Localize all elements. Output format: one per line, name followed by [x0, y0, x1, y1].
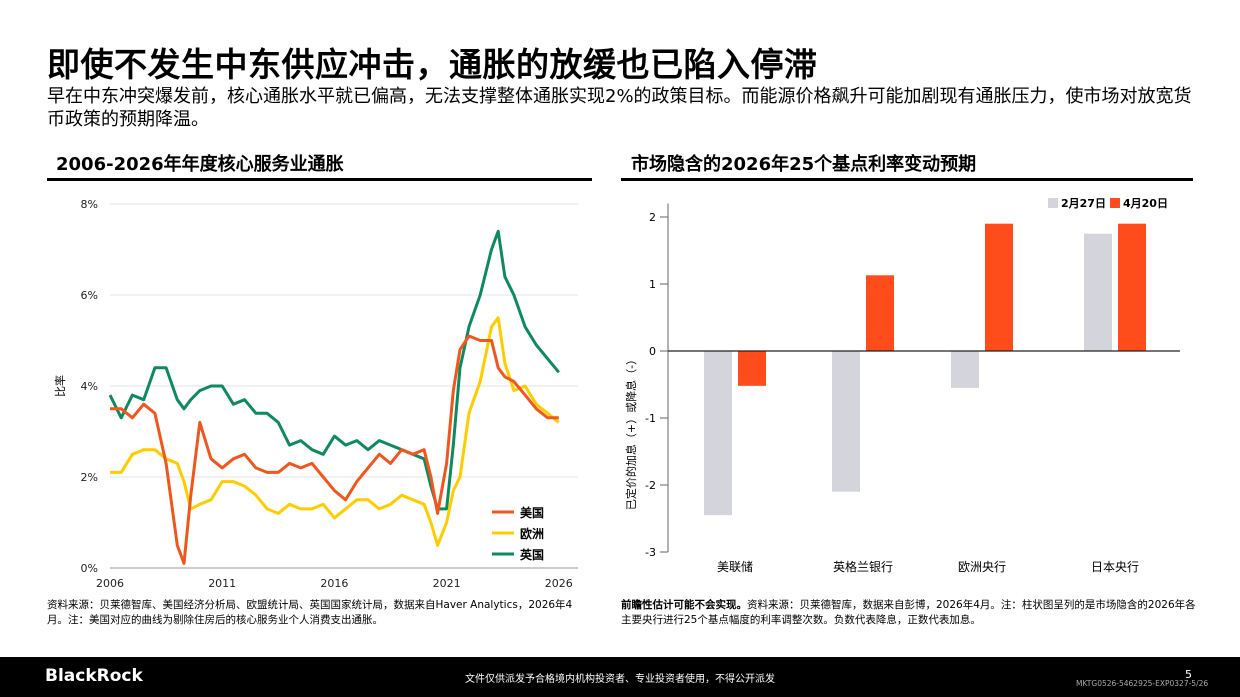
- x-tick-label: 2016: [320, 577, 348, 590]
- legend-label: 4月20日: [1123, 197, 1168, 210]
- bar: [951, 351, 979, 388]
- y-tick-label: 0%: [81, 562, 98, 575]
- left-title-rule: [47, 178, 592, 181]
- page-subtitle: 早在中东冲突爆发前，核心通胀水平就已偏高，无法支撑整体通胀实现2%的政策目标。而…: [47, 86, 1192, 130]
- legend-label: 欧洲: [520, 526, 544, 541]
- right-footnote: 前瞻性估计可能不会实现。资料来源：贝莱德智库，数据来自彭博，2026年4月。注：…: [621, 598, 1201, 628]
- bar-chart: -3 -2 -1 0 1 2 已定价的加息（+）或降息（-） 美联储 英格兰银行 欧洲央行 日本央行…: [624, 197, 1180, 574]
- y-tick-label: 6%: [81, 289, 98, 302]
- blackrock-logo: BlackRock: [45, 666, 143, 686]
- right-chart-title: 市场隐含的2026年25个基点利率变动预期: [631, 154, 977, 175]
- document-code: MKTG0526-5462925-EXP0327-5/26: [1076, 679, 1209, 688]
- y-tick-label: 8%: [81, 198, 98, 211]
- x-category-label: 欧洲央行: [958, 560, 1006, 574]
- left-chart-title: 2006-2026年年度核心服务业通胀: [56, 154, 344, 175]
- y-tick-label: -2: [645, 479, 656, 492]
- legend-swatch: [1110, 198, 1120, 208]
- y-tick-label: 1: [649, 278, 656, 291]
- footer-disclaimer: 文件仅供派发予合格境内机构投资者、专业投资者使用，不得公开派发: [465, 674, 775, 685]
- series-line: [108, 229, 560, 511]
- bar: [738, 351, 766, 386]
- footer-bar: BlackRock 文件仅供派发予合格境内机构投资者、专业投资者使用，不得公开派…: [0, 657, 1240, 697]
- x-category-label: 美联储: [717, 559, 753, 574]
- x-tick-label: 2011: [208, 577, 236, 590]
- x-tick-label: 2006: [96, 577, 124, 590]
- x-category-label: 英格兰银行: [833, 559, 893, 574]
- y-tick-label: 2: [649, 211, 656, 224]
- series-line: [110, 316, 560, 547]
- legend-label: 2月27日: [1061, 197, 1106, 210]
- legend-label: 美国: [520, 505, 544, 520]
- bar: [704, 351, 732, 516]
- page-number: 5: [1185, 668, 1192, 681]
- right-title-rule: [621, 178, 1193, 181]
- y-axis-label: 比率: [53, 375, 67, 397]
- right-footnote-text: 资料来源：贝莱德智库，数据来自彭博，2026年4月。注：柱状图呈列的是市场隐含的…: [621, 599, 1196, 626]
- y-tick-label: 2%: [81, 471, 98, 484]
- series-line: [110, 334, 559, 565]
- bar: [832, 351, 860, 492]
- bar: [1084, 233, 1112, 351]
- left-footnote: 资料来源：贝莱德智库、美国经济分析局、欧盟统计局、英国国家统计局，数据来自Hav…: [47, 599, 573, 626]
- x-tick-label: 2026: [545, 577, 573, 590]
- page-title: 即使不发生中东供应冲击，通胀的放缓也已陷入停滞: [47, 45, 818, 84]
- y-tick-label: -1: [645, 412, 656, 425]
- x-tick-label: 2021: [433, 577, 461, 590]
- bar: [985, 223, 1013, 351]
- y-tick-label: -3: [645, 546, 656, 559]
- bar: [866, 275, 894, 351]
- y-tick-label: 0: [649, 345, 656, 358]
- bar: [1118, 223, 1146, 351]
- legend-swatch: [1048, 198, 1058, 208]
- y-axis-label: 已定价的加息（+）或降息（-）: [624, 354, 638, 510]
- x-category-label: 日本央行: [1091, 560, 1139, 574]
- legend-label: 英国: [520, 547, 544, 562]
- y-tick-label: 4%: [81, 380, 98, 393]
- right-footnote-bold: 前瞻性估计可能不会实现。: [621, 599, 747, 611]
